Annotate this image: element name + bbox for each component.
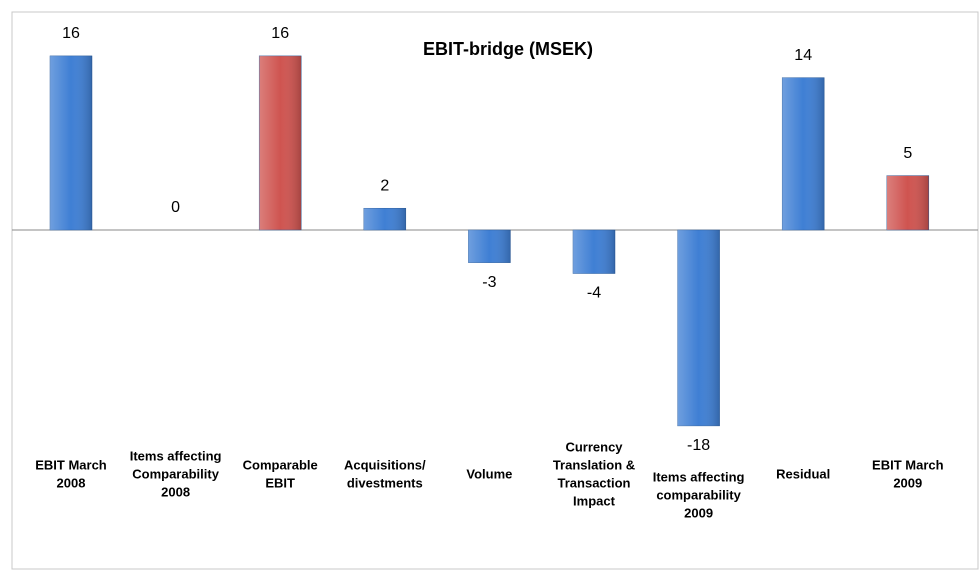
x-tick-label: 2009	[684, 505, 713, 520]
value-label: 2	[380, 177, 389, 194]
x-tick-label: divestments	[347, 475, 423, 490]
value-label: 5	[903, 145, 912, 162]
value-label: -3	[482, 274, 496, 291]
x-tick-label: Acquisitions/	[344, 457, 426, 472]
value-label: -18	[687, 437, 710, 454]
x-tick-label: Currency	[565, 439, 623, 454]
bar	[781, 77, 825, 231]
bar	[258, 55, 302, 231]
x-tick-label: Comparability	[132, 466, 219, 481]
bar	[468, 229, 511, 263]
bar	[363, 207, 407, 231]
bar	[572, 229, 616, 274]
x-tick-label: Comparable	[243, 457, 318, 472]
x-tick-label: Items affecting	[653, 469, 745, 484]
x-tick-label: 2009	[893, 475, 922, 490]
x-tick-label: Impact	[573, 493, 616, 508]
x-tick-label: Translation &	[553, 457, 635, 472]
chart-title: EBIT-bridge (MSEK)	[423, 39, 593, 59]
x-tick-label: EBIT March	[872, 457, 944, 472]
x-tick-label: EBIT	[265, 475, 295, 490]
x-tick-label: Residual	[776, 466, 830, 481]
bar	[49, 55, 93, 231]
x-tick-label: EBIT March	[35, 457, 107, 472]
frame	[11, 11, 979, 570]
value-label: 0	[171, 199, 180, 216]
x-tick-label: Volume	[466, 466, 512, 481]
value-label: 14	[794, 47, 812, 64]
value-label: 16	[62, 25, 80, 42]
x-tick-label: 2008	[161, 484, 190, 499]
bar	[677, 229, 720, 427]
value-label: 16	[271, 25, 289, 42]
x-tick-label: 2008	[57, 475, 86, 490]
x-tick-label: Transaction	[558, 475, 631, 490]
x-tick-label: Items affecting	[130, 448, 222, 463]
value-label: -4	[587, 285, 601, 302]
x-tick-label: comparability	[656, 487, 741, 502]
bar	[886, 175, 930, 231]
